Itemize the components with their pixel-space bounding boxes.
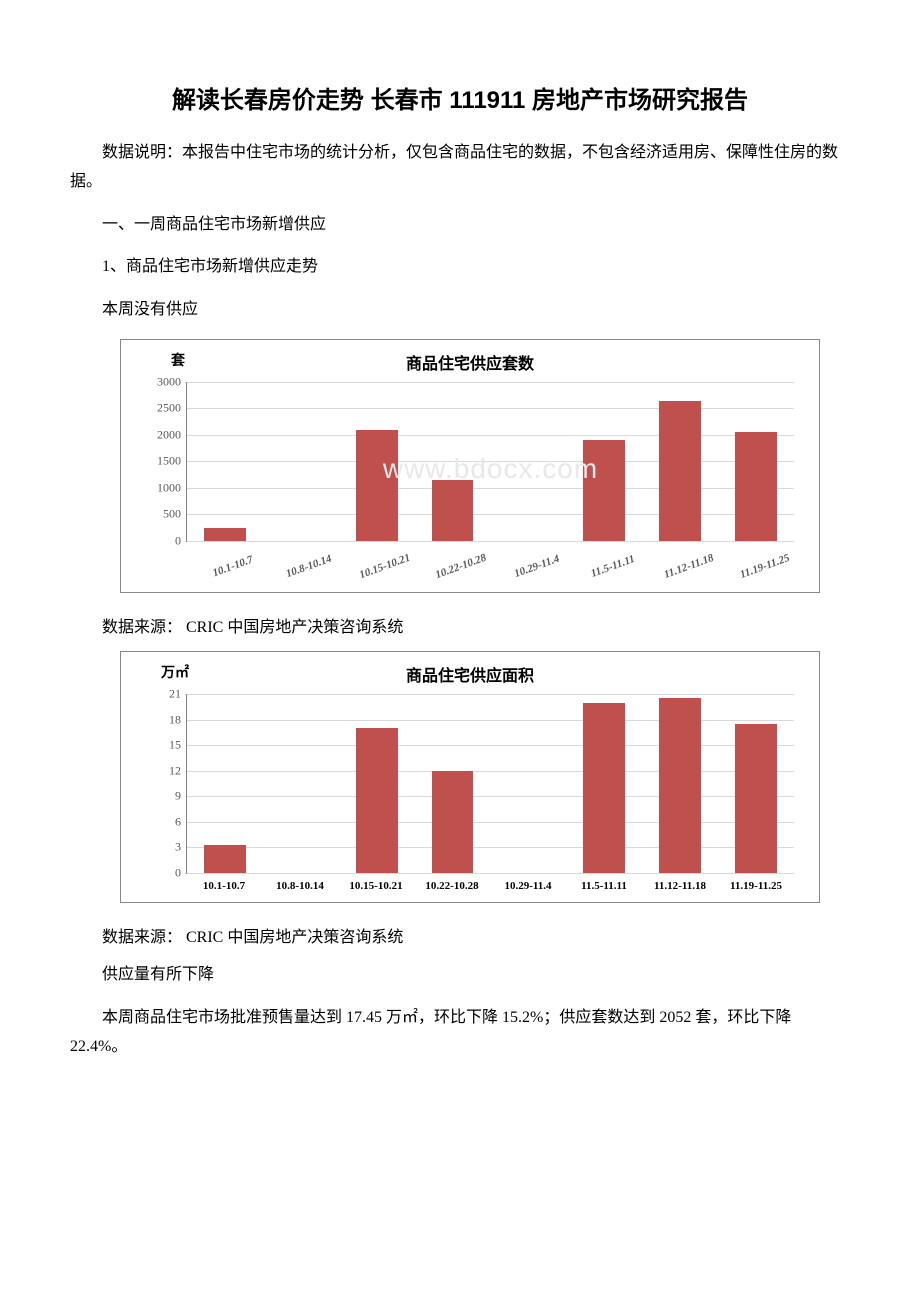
bar-slot: [263, 382, 339, 541]
chart-supply-area: 万㎡ 商品住宅供应面积 036912151821 10.1-10.710.8-1…: [120, 651, 820, 903]
bar: [432, 480, 474, 541]
bar: [432, 771, 474, 873]
xtick-label: 11.5-11.11: [566, 874, 642, 892]
ytick-label: 0: [175, 865, 187, 880]
bar-slot: [491, 694, 567, 873]
ytick-label: 9: [175, 789, 187, 804]
chart1-xaxis: 10.1-10.710.8-10.1410.15-10.2110.22-10.2…: [186, 542, 794, 582]
ytick-label: 500: [163, 507, 187, 522]
bar-slot: [718, 382, 794, 541]
xtick-label: 11.19-11.25: [718, 874, 794, 892]
chart2-xaxis: 10.1-10.710.8-10.1410.15-10.2110.22-10.2…: [186, 874, 794, 892]
bar: [735, 724, 777, 873]
xtick-label: 10.8-10.14: [262, 874, 338, 892]
bar: [356, 430, 398, 541]
section-heading-1-1: 1、商品住宅市场新增供应走势: [70, 253, 850, 282]
section-note: 本周没有供应: [70, 296, 850, 325]
bar-slot: [642, 694, 718, 873]
chart2-title: 商品住宅供应面积: [136, 662, 804, 686]
xtick-label: 11.12-11.18: [642, 874, 718, 892]
chart2-bars: [187, 694, 794, 873]
page-title: 解读长春房价走势 长春市 111911 房地产市场研究报告: [70, 80, 850, 115]
ytick-label: 1000: [157, 480, 187, 495]
chart1-ylabel: 套: [171, 350, 185, 370]
bar-slot: [263, 694, 339, 873]
ytick-label: 2500: [157, 401, 187, 416]
bar: [583, 703, 625, 873]
xtick-label: 10.1-10.7: [186, 874, 262, 892]
ytick-label: 1500: [157, 454, 187, 469]
bar: [659, 401, 701, 541]
bar: [659, 698, 701, 873]
ytick-label: 0: [175, 533, 187, 548]
bar-slot: [339, 382, 415, 541]
bar-slot: [339, 694, 415, 873]
bar-slot: [415, 382, 491, 541]
bar-slot: [642, 382, 718, 541]
bar-slot: [491, 382, 567, 541]
ytick-label: 12: [169, 763, 187, 778]
chart2-source: 数据来源： CRIC 中国房地产决策咨询系统: [70, 923, 850, 947]
ytick-label: 3000: [157, 374, 187, 389]
chart1-source: 数据来源： CRIC 中国房地产决策咨询系统: [70, 613, 850, 637]
ytick-label: 21: [169, 686, 187, 701]
gridline: [187, 873, 794, 874]
ytick-label: 15: [169, 738, 187, 753]
chart1-plot-area: www.bdocx.com 050010001500200025003000: [186, 382, 794, 542]
supply-detail-paragraph: 本周商品住宅市场批准预售量达到 17.45 万㎡，环比下降 15.2%；供应套数…: [70, 1004, 850, 1062]
bar-slot: [415, 694, 491, 873]
ytick-label: 3: [175, 840, 187, 855]
bar-slot: [718, 694, 794, 873]
intro-paragraph: 数据说明：本报告中住宅市场的统计分析，仅包含商品住宅的数据，不包含经济适用房、保…: [70, 139, 850, 197]
chart-supply-units: 套 商品住宅供应套数 www.bdocx.com 050010001500200…: [120, 339, 820, 593]
bar: [735, 432, 777, 541]
xtick-label: 10.15-10.21: [338, 874, 414, 892]
bar-slot: [566, 382, 642, 541]
bar-slot: [187, 382, 263, 541]
section-heading-1: 一、一周商品住宅市场新增供应: [70, 211, 850, 240]
bar-slot: [566, 694, 642, 873]
ytick-label: 2000: [157, 427, 187, 442]
chart2-ylabel: 万㎡: [161, 662, 189, 682]
bar: [356, 728, 398, 873]
ytick-label: 18: [169, 712, 187, 727]
bar-slot: [187, 694, 263, 873]
xtick-label: 10.22-10.28: [414, 874, 490, 892]
xtick-label: 10.29-11.4: [490, 874, 566, 892]
chart2-plot-area: 036912151821: [186, 694, 794, 874]
bar: [204, 845, 246, 873]
supply-down-heading: 供应量有所下降: [70, 961, 850, 990]
ytick-label: 6: [175, 814, 187, 829]
bar: [583, 440, 625, 541]
chart1-bars: [187, 382, 794, 541]
chart1-title: 商品住宅供应套数: [136, 350, 804, 374]
